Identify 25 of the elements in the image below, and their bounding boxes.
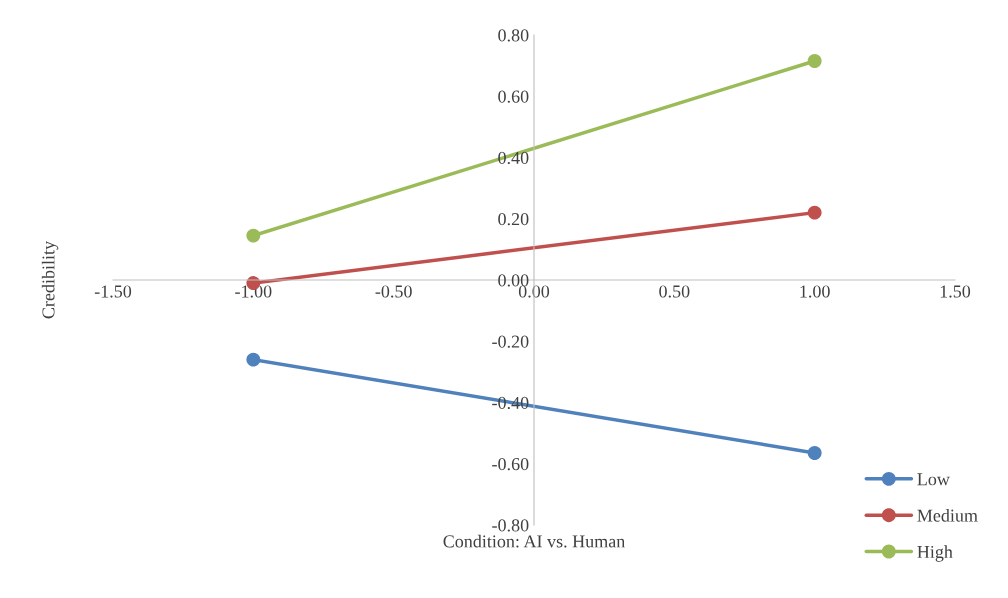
point [807,54,822,68]
y-axis-title: Credibility [41,240,59,319]
x-tick-label: 0.50 [659,285,690,298]
point [807,446,822,460]
x-tick-label: -1.50 [94,285,132,298]
y-tick-label: -0.60 [492,458,529,471]
x-axis-title: Condition: AI vs. Human [443,534,626,548]
legend-label: Medium [917,508,978,522]
y-tick-label: 0.00 [498,274,529,287]
x-tick-label: -0.50 [375,285,412,298]
point [246,228,261,243]
legend-label: Low [917,473,950,486]
y-tick-label: -0.80 [492,519,529,532]
y-tick-label: 0.60 [498,90,529,103]
x-tick-label: -1.00 [235,285,272,298]
legend-label: High [917,545,953,562]
x-tick-label: 1.50 [940,285,971,298]
y-tick-label: 0.40 [498,151,529,165]
y-tick-label: 0.80 [498,29,529,42]
point [807,205,822,220]
point [246,352,261,367]
x-tick-label: 1.00 [800,285,830,298]
y-tick-label: -0.20 [492,335,529,348]
x-tick-label: 0.00 [518,285,550,298]
y-tick-label: 0.20 [498,213,529,226]
